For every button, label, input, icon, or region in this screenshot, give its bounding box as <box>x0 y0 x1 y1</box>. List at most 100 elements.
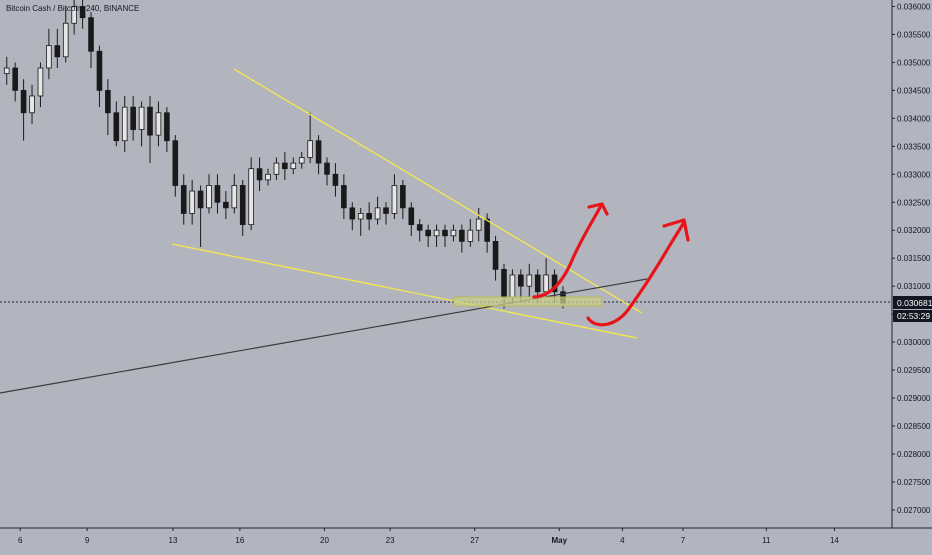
candle <box>450 224 457 242</box>
candle <box>475 207 482 242</box>
candle <box>180 174 187 225</box>
candle <box>231 174 238 214</box>
candle <box>121 95 128 152</box>
x-tick-label: 9 <box>85 536 90 545</box>
candle <box>459 224 465 253</box>
bullish-arrow-icon <box>532 202 604 299</box>
x-tick-label: 13 <box>169 536 178 545</box>
wedge-lower-line[interactable] <box>171 243 638 339</box>
y-tick-label: 0.031000 <box>897 282 931 291</box>
time-axis[interactable]: 6 9 13 16 20 23 27 May 4 7 11 14 <box>0 527 932 545</box>
candle <box>3 56 10 85</box>
x-tick-label: 6 <box>18 536 23 545</box>
x-tick-label: 4 <box>620 536 625 545</box>
candle <box>71 0 77 35</box>
candle <box>282 151 288 180</box>
y-tick-label: 0.030000 <box>897 338 931 347</box>
support-zone-box[interactable] <box>453 296 603 307</box>
candle <box>88 12 94 69</box>
x-tick-label: 23 <box>386 536 395 545</box>
candle <box>189 179 195 225</box>
candle <box>12 62 18 102</box>
y-tick-label: 0.035500 <box>897 30 931 39</box>
y-tick-label: 0.028000 <box>897 450 931 459</box>
wedge-upper-line[interactable] <box>233 68 643 314</box>
y-tick-label: 0.031500 <box>897 254 931 263</box>
candle <box>113 101 120 147</box>
y-tick-label: 0.033000 <box>897 170 931 179</box>
x-tick-label: 14 <box>830 536 839 545</box>
price-axis[interactable]: 0.036000 0.035500 0.035000 0.034500 0.034000… <box>891 0 931 528</box>
candle <box>383 202 389 225</box>
candle <box>96 45 103 108</box>
dip-then-rally-arrow-icon <box>586 220 686 327</box>
candle <box>324 157 330 186</box>
y-tick-label: 0.027000 <box>897 506 931 515</box>
candle <box>164 107 170 152</box>
bar-countdown: 02:53:29 <box>897 311 930 321</box>
candle <box>341 174 347 220</box>
y-tick-label: 0.034500 <box>897 86 931 95</box>
candle <box>315 135 322 175</box>
candle <box>543 258 549 298</box>
candle <box>130 95 136 141</box>
candle <box>62 6 69 63</box>
candle <box>206 174 212 214</box>
candle <box>349 202 356 231</box>
symbol-header[interactable]: Bitcoin Cash / Bitcoin, 240, BINANCE <box>6 4 139 13</box>
candle <box>425 224 431 247</box>
y-tick-label: 0.027500 <box>897 478 931 487</box>
candle <box>492 235 499 281</box>
candle <box>416 219 423 242</box>
y-tick-label: 0.029000 <box>897 394 931 403</box>
candle <box>265 168 271 186</box>
y-tick-label: 0.029500 <box>897 366 931 375</box>
candle <box>214 174 221 214</box>
bullish-arrow-head-icon <box>587 202 609 216</box>
dip-arrow-head-icon <box>662 218 690 242</box>
drawing-layer <box>0 68 892 394</box>
x-tick-label: 16 <box>235 536 244 545</box>
x-tick-label: 7 <box>681 536 686 545</box>
candle <box>79 0 86 29</box>
y-tick-label: 0.034000 <box>897 114 931 123</box>
x-tick-label: 11 <box>762 536 771 545</box>
x-tick-label: May <box>552 536 568 545</box>
candle <box>20 79 27 141</box>
x-tick-label: 27 <box>470 536 479 545</box>
x-tick-label: 20 <box>320 536 329 545</box>
ascending-trend-line[interactable] <box>0 278 648 394</box>
candle <box>307 112 313 164</box>
candle <box>172 135 179 197</box>
candle <box>155 101 162 147</box>
candle <box>332 163 339 197</box>
candle <box>391 174 398 220</box>
candle <box>467 219 474 247</box>
candle <box>256 157 263 192</box>
y-tick-label: 0.032500 <box>897 198 931 207</box>
candle <box>239 179 246 236</box>
candle <box>290 157 297 175</box>
y-tick-label: 0.035000 <box>897 58 931 67</box>
candle-series <box>3 0 566 309</box>
candle <box>374 196 381 225</box>
y-tick-label: 0.028500 <box>897 422 931 431</box>
y-tick-label: 0.036000 <box>897 2 931 11</box>
candle <box>400 179 406 220</box>
candle <box>29 84 35 124</box>
last-price-value: 0.030681 <box>897 298 932 308</box>
last-price-tag: 0.030681 02:53:29 <box>893 296 932 322</box>
candle <box>442 224 448 247</box>
candle <box>105 79 111 136</box>
candle <box>357 207 364 236</box>
candle <box>366 202 372 231</box>
candle <box>408 202 415 236</box>
candle <box>248 157 254 231</box>
candle <box>54 28 61 69</box>
candle <box>433 224 440 247</box>
candle <box>223 191 229 220</box>
candle <box>147 95 153 164</box>
y-tick-label: 0.032000 <box>897 226 931 235</box>
